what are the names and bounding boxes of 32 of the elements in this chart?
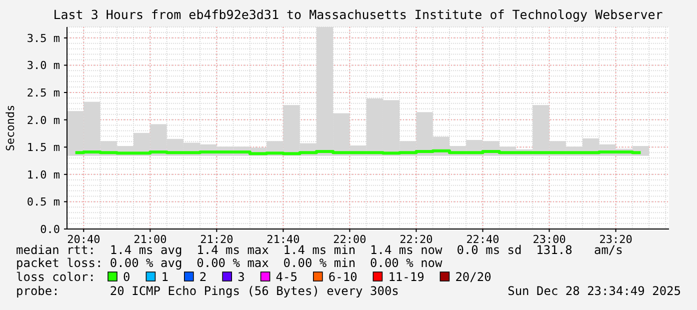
text: probe: 20 ICMP Echo Pings (56 Bytes) every 300s [16, 284, 399, 298]
legend-label: 20/20 [455, 270, 492, 284]
x-tick-label: 22:20 [400, 233, 433, 246]
text: median rtt: 1.4 ms avg 1.4 ms max 1.4 ms min 1.4 ms now 0.0 ms sd 131.8 am/s [16, 243, 623, 257]
legend-label: 4-5 [276, 270, 298, 284]
x-tick-label: 22:00 [333, 233, 366, 246]
legend-label: 0 [123, 270, 130, 284]
legend-label: 3 [238, 270, 245, 284]
text: packet loss: 0.00 % avg 0.00 % max 0.00 % min 0.00 % now [16, 256, 444, 270]
x-tick-label: 20:40 [67, 233, 100, 246]
y-tick-label: 1.5 m [26, 141, 60, 154]
x-tick-label: 23:00 [532, 233, 566, 246]
legend-label: 11-19 [388, 270, 424, 284]
legend-label: 6-10 [328, 270, 358, 284]
x-tick-label: 21:00 [134, 233, 167, 246]
text: Sun Dec 28 23:34:49 2025 [508, 284, 681, 298]
legend-label: 1 [161, 270, 168, 284]
chart-title: Last 3 Hours from eb4fb92e3d31 to Massachusetts Institute of Technology Webserver [53, 7, 664, 22]
x-tick-label: 22:40 [466, 233, 500, 246]
x-tick-label: 21:20 [200, 233, 234, 246]
legend-label: 2 [199, 270, 207, 284]
legend-title: loss color: [16, 270, 96, 284]
y-tick-label: 2.5 m [26, 86, 60, 100]
y-tick-label: 1.0 m [26, 168, 60, 182]
y-axis-title: Seconds [4, 104, 17, 152]
y-tick-label: 0.5 m [26, 196, 60, 209]
x-tick-label: 21:40 [266, 233, 300, 246]
y-tick-label: 3.0 m [26, 59, 60, 72]
y-tick-label: 0.0 [40, 223, 60, 236]
y-tick-label: 2.0 m [26, 114, 60, 127]
x-tick-label: 23:20 [599, 233, 632, 246]
y-tick-label: 3.5 m [26, 32, 60, 45]
